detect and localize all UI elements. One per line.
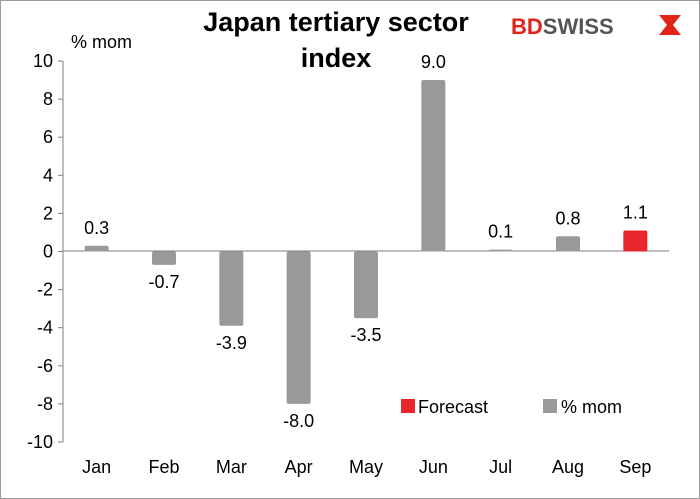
x-axis-tick-labels: Jan Feb Mar Apr May Jun Jul Aug Sep (82, 457, 651, 477)
legend-swatch-forecast (401, 399, 415, 413)
data-labels-group: 0.3 -0.7 -3.9 -8.0 -3.5 9.0 0.1 0.8 1.1 (84, 52, 648, 431)
y-axis-unit-label: % mom (71, 32, 132, 52)
x-tick-label: Sep (619, 457, 651, 477)
y-tick-label: 10 (33, 51, 53, 71)
legend-label-forecast: Forecast (418, 397, 488, 417)
legend-label-mom: % mom (561, 397, 622, 417)
y-tick-label: -10 (27, 432, 53, 452)
bar-jun (421, 80, 446, 252)
data-label-jan: 0.3 (84, 218, 109, 238)
x-tick-label: Jan (82, 457, 111, 477)
bar-feb (152, 251, 176, 265)
chart-title-line2: index (301, 43, 372, 73)
x-tick-label: May (349, 457, 383, 477)
x-tick-label: Feb (148, 457, 179, 477)
svg-text:BDSWISS: BDSWISS (511, 14, 614, 39)
bars-group (84, 80, 648, 404)
data-label-apr: -8.0 (283, 411, 314, 431)
chart-title-line1: Japan tertiary sector (203, 7, 469, 37)
y-tick-label: -2 (37, 280, 53, 300)
x-tick-label: Jun (419, 457, 448, 477)
y-axis-ticks: 10 8 6 4 2 0 -2 -4 -6 -8 -10 (27, 51, 63, 452)
bar-sep (623, 230, 648, 252)
bdswiss-logo: BDSWISS (511, 14, 681, 39)
x-tick-label: Mar (216, 457, 247, 477)
data-label-jun: 9.0 (421, 52, 446, 72)
data-label-sep: 1.1 (623, 203, 648, 223)
y-tick-label: -6 (37, 356, 53, 376)
x-tick-label: Aug (552, 457, 584, 477)
bar-jul (488, 249, 513, 252)
data-label-jul: 0.1 (488, 222, 513, 242)
bar-aug (556, 236, 580, 252)
y-tick-label: 8 (43, 89, 53, 109)
data-label-aug: 0.8 (555, 208, 580, 228)
x-tick-label: Apr (285, 457, 313, 477)
legend-swatch-mom (543, 399, 557, 413)
data-label-mar: -3.9 (216, 333, 247, 353)
bar-apr (286, 251, 311, 404)
y-tick-label: -4 (37, 318, 53, 338)
bar-mar (219, 251, 244, 326)
y-tick-label: 2 (43, 203, 53, 223)
logo-arrow-icon (659, 15, 681, 35)
x-tick-label: Jul (489, 457, 512, 477)
data-label-may: -3.5 (350, 325, 381, 345)
logo-bd-text: BD (511, 14, 543, 39)
y-tick-label: -8 (37, 394, 53, 414)
logo-swiss-text: SWISS (543, 14, 614, 39)
data-label-feb: -0.7 (148, 272, 179, 292)
y-tick-label: 0 (43, 242, 53, 262)
bar-may (354, 251, 378, 319)
y-tick-label: 6 (43, 127, 53, 147)
y-tick-label: 4 (43, 165, 53, 185)
bar-jan (84, 245, 109, 252)
legend: Forecast % mom (401, 397, 622, 417)
